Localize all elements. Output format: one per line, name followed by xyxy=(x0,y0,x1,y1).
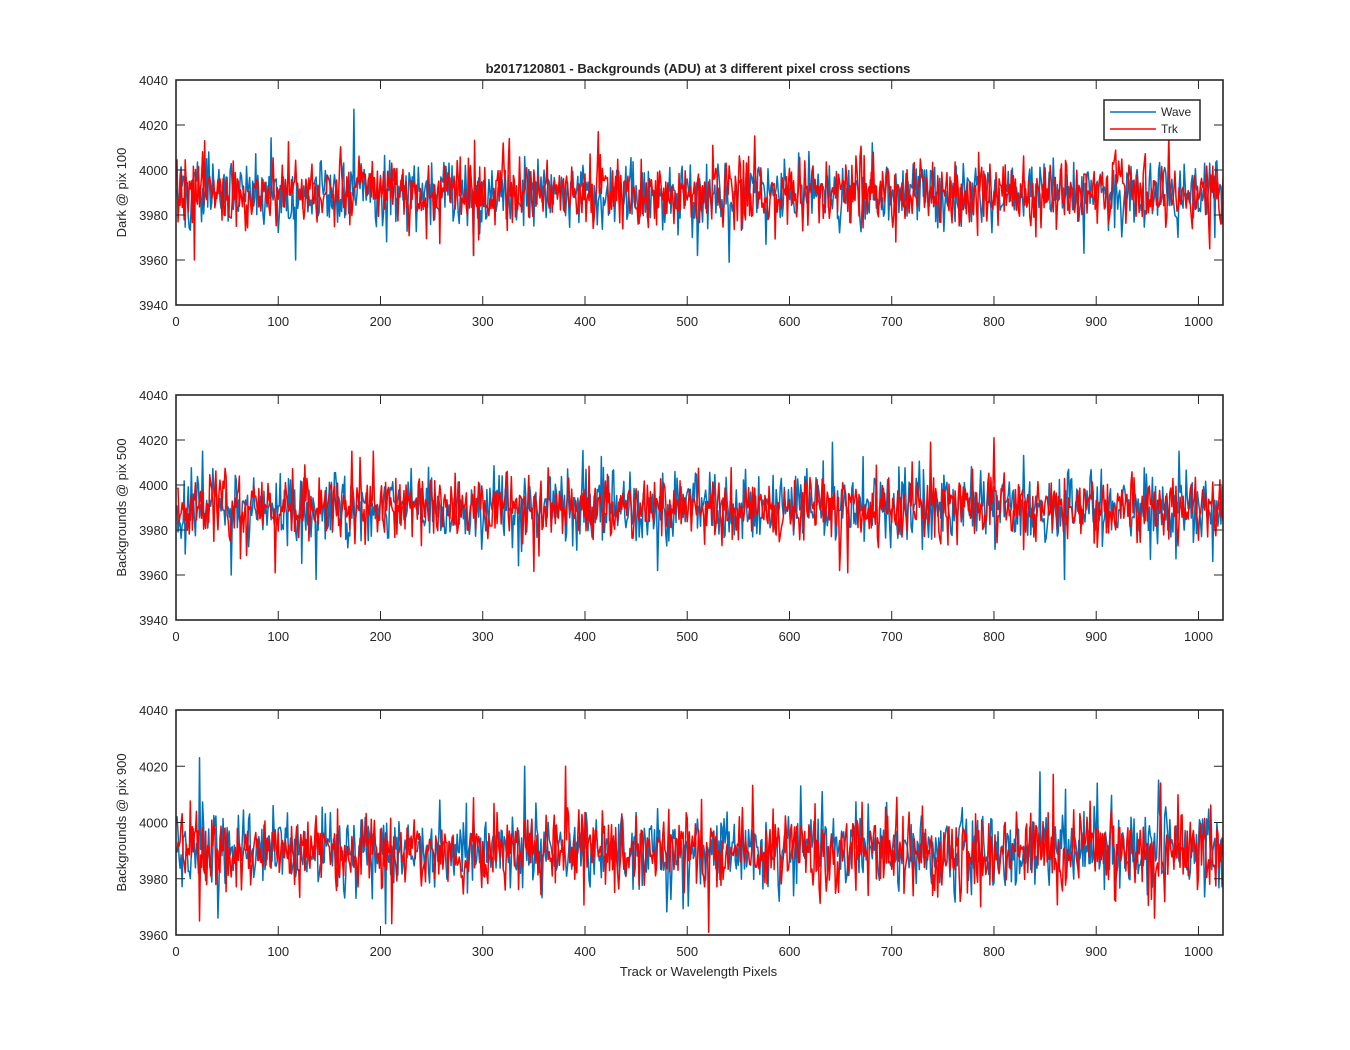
subplots: 0 100 200 300 400 500 600 700 800 900 100039403960… xyxy=(114,73,1224,979)
x-tick-label: 200 xyxy=(370,314,392,329)
x-tick-label: 700 xyxy=(881,314,903,329)
y-tick-label: 4000 xyxy=(139,478,168,493)
y-axis-label: Backgrounds @ pix 900 xyxy=(114,753,129,891)
y-tick-label: 4000 xyxy=(139,816,168,831)
axes-box xyxy=(175,79,1224,306)
x-tick-label: 800 xyxy=(983,629,1005,644)
y-tick-label: 3960 xyxy=(139,253,168,268)
x-tick-label: 900 xyxy=(1085,629,1107,644)
series-group xyxy=(176,437,1223,581)
x-tick-label: 0 xyxy=(172,314,179,329)
y-tick-label: 4040 xyxy=(139,388,168,403)
series-group xyxy=(176,757,1223,933)
y-tick-label: 3940 xyxy=(139,298,168,313)
subplot-1: 0 100 200 300 400 500 600 700 800 900 1000 3940 3960… xyxy=(114,73,1224,329)
x-tick-label: 1000 xyxy=(1184,944,1213,959)
y-axis-label: Dark @ pix 100 xyxy=(114,148,129,238)
x-tick-label: 400 xyxy=(574,629,596,644)
x-tick-label: 300 xyxy=(472,944,494,959)
y-tick-label: 3980 xyxy=(139,208,168,223)
x-tick-label: 500 xyxy=(676,314,698,329)
y-axis-label: Backgrounds @ pix 500 xyxy=(114,438,129,576)
x-tick-label: 100 xyxy=(267,629,289,644)
y-tick-label: 3980 xyxy=(139,872,168,887)
y-tick-label: 3960 xyxy=(139,568,168,583)
axes-box xyxy=(175,394,1224,621)
x-tick-label: 700 xyxy=(881,944,903,959)
x-tick-label: 500 xyxy=(676,944,698,959)
x-tick-label: 100 xyxy=(267,314,289,329)
x-tick-label: 200 xyxy=(370,629,392,644)
x-tick-label: 300 xyxy=(472,629,494,644)
y-tick-label: 4000 xyxy=(139,163,168,178)
x-tick-label: 0 xyxy=(172,629,179,644)
y-tick-label: 3980 xyxy=(139,523,168,538)
x-tick-label: 400 xyxy=(574,314,596,329)
series-line-trk xyxy=(176,437,1223,574)
subplot-2: 0 100 200 300 400 500 600 700 800 900 1000 3940 3960… xyxy=(114,388,1224,644)
legend-label-trk: Trk xyxy=(1161,122,1179,136)
y-tick-label: 4040 xyxy=(139,73,168,88)
x-tick-label: 700 xyxy=(881,629,903,644)
x-tick-label: 0 xyxy=(172,944,179,959)
x-tick-label: 600 xyxy=(779,314,801,329)
x-tick-label: 1000 xyxy=(1184,314,1213,329)
x-tick-label: 800 xyxy=(983,944,1005,959)
x-tick-label: 500 xyxy=(676,629,698,644)
x-tick-label: 800 xyxy=(983,314,1005,329)
y-tick-label: 4040 xyxy=(139,703,168,718)
x-tick-label: 200 xyxy=(370,944,392,959)
x-tick-label: 600 xyxy=(779,629,801,644)
legend-box xyxy=(1103,99,1201,141)
x-tick-label: 300 xyxy=(472,314,494,329)
x-axis-label: Track or Wavelength Pixels xyxy=(620,964,778,979)
figure-title: b2017120801 - Backgrounds (ADU) at 3 dif… xyxy=(486,61,911,76)
x-tick-label: 900 xyxy=(1085,944,1107,959)
x-tick-label: 400 xyxy=(574,944,596,959)
x-tick-label: 600 xyxy=(779,944,801,959)
legend-label-wave: Wave xyxy=(1161,105,1192,119)
x-tick-label: 900 xyxy=(1085,314,1107,329)
subplot-3: 0 100 200 300 400 500 600 700 800 900 1000 3960 3980… xyxy=(114,703,1224,979)
series-line-trk xyxy=(176,131,1223,261)
y-tick-label: 3960 xyxy=(139,928,168,943)
x-tick-label: 1000 xyxy=(1184,629,1213,644)
y-tick-label: 4020 xyxy=(139,118,168,133)
y-tick-label: 4020 xyxy=(139,759,168,774)
x-tick-label: 100 xyxy=(267,944,289,959)
series-group xyxy=(176,108,1223,263)
y-tick-label: 3940 xyxy=(139,613,168,628)
y-tick-label: 4020 xyxy=(139,433,168,448)
legend: Wave Trk xyxy=(1103,99,1201,141)
series-line-trk xyxy=(176,765,1223,933)
